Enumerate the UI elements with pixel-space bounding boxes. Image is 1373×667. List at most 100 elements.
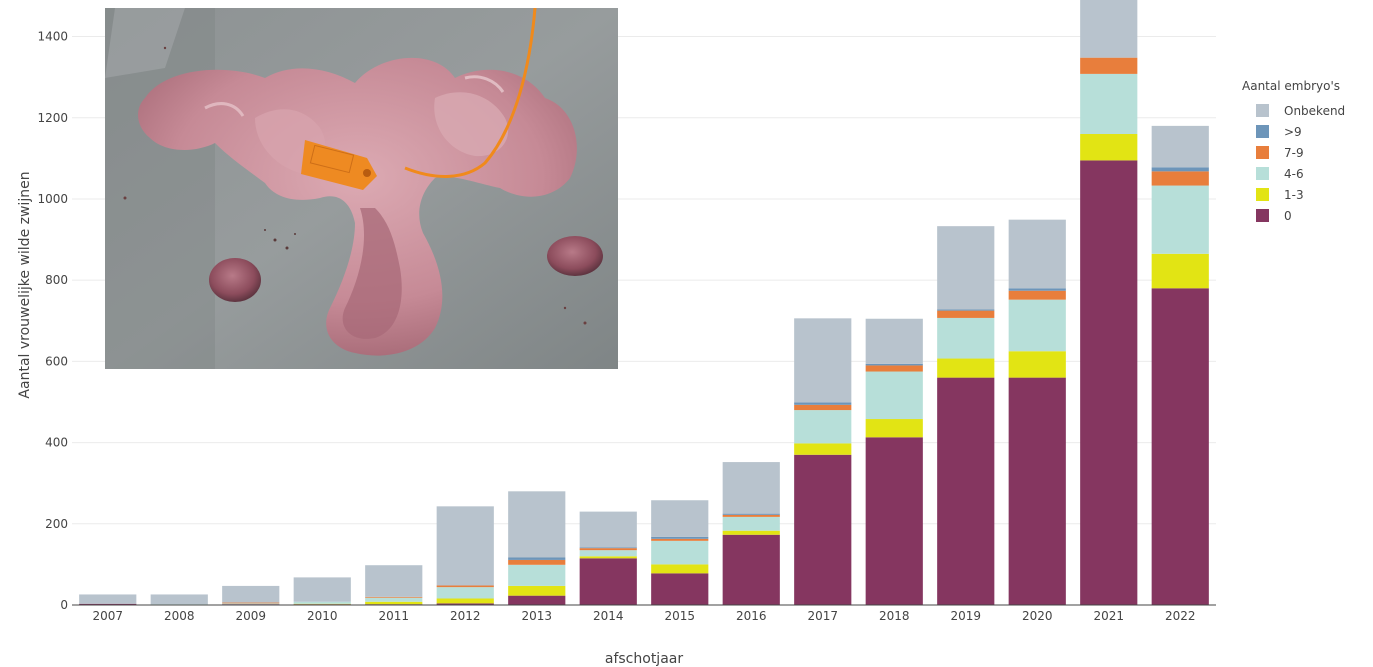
y-tick-label: 1400: [37, 30, 68, 44]
bar-segment: [293, 601, 351, 604]
x-axis-ticks: 2007 2008 2009 2010 2011 2012 2013 2014 2015 2016…: [92, 609, 1195, 623]
legend-label: 0: [1284, 209, 1292, 223]
bar-segment: [79, 603, 137, 605]
bar-segment: [865, 371, 923, 420]
bar-segment: [436, 506, 494, 586]
bar-segment: [79, 594, 137, 604]
bar-segment: [1151, 167, 1209, 172]
x-tick-label: 2018: [879, 609, 910, 623]
bar-segment: [150, 594, 208, 605]
legend-swatch: [1256, 146, 1269, 159]
bar-segment: [1008, 219, 1066, 289]
bar-segment: [794, 410, 852, 444]
bar-segment: [365, 597, 423, 602]
x-tick-label: 2020: [1022, 609, 1053, 623]
bar-segment: [1151, 288, 1209, 605]
bar-segment: [865, 365, 923, 372]
x-tick-label: 2015: [664, 609, 695, 623]
bar-segment: [937, 309, 995, 311]
bar-segment: [651, 573, 709, 605]
bar-segment: [1080, 133, 1138, 161]
bar-segment: [1151, 171, 1209, 186]
bar-segment: [937, 317, 995, 359]
bar-segment: [794, 402, 852, 405]
legend-swatch: [1256, 209, 1269, 222]
x-tick-label: 2013: [521, 609, 552, 623]
bar-segment: [722, 516, 780, 531]
legend-swatch: [1256, 125, 1269, 138]
bar-segment: [508, 559, 566, 565]
bar-segment: [865, 318, 923, 364]
bar-segment: [293, 577, 351, 602]
legend-label: 1-3: [1284, 188, 1304, 202]
bar-segment: [1080, 73, 1138, 134]
bar-segment: [222, 602, 280, 604]
y-tick-label: 0: [60, 598, 68, 612]
y-axis-title: Aantal vrouwelijke wilde zwijnen: [17, 171, 33, 398]
bar-segment: [579, 550, 637, 557]
x-tick-label: 2007: [92, 609, 123, 623]
bar-segment: [1151, 253, 1209, 289]
legend-label: Onbekend: [1284, 104, 1345, 118]
bar-segment: [1151, 125, 1209, 168]
y-tick-label: 200: [45, 517, 68, 531]
legend-title: Aantal embryo's: [1242, 79, 1340, 93]
legend-label: 4-6: [1284, 167, 1304, 181]
bar-segment: [1008, 288, 1066, 291]
x-tick-label: 2016: [736, 609, 767, 623]
bar-segment: [722, 514, 780, 517]
x-tick-label: 2008: [164, 609, 195, 623]
bar-segment: [579, 556, 637, 559]
y-tick-label: 1200: [37, 111, 68, 125]
x-tick-label: 2011: [378, 609, 409, 623]
x-tick-label: 2022: [1165, 609, 1196, 623]
legend-swatch: [1256, 104, 1269, 117]
legend-swatch: [1256, 188, 1269, 201]
bar-segment: [794, 318, 852, 403]
y-axis-ticks: 0 200 400 600 800 1000 1200 1400: [37, 30, 68, 612]
bar-segment: [1008, 290, 1066, 300]
bar-segment: [937, 226, 995, 310]
bar-segment: [579, 548, 637, 551]
x-axis-title: afschotjaar: [605, 651, 683, 667]
bar-segment: [222, 585, 280, 603]
legend-label: >9: [1284, 125, 1302, 139]
x-tick-label: 2017: [807, 609, 838, 623]
bar-segment: [722, 513, 780, 515]
y-tick-label: 600: [45, 354, 68, 368]
y-tick-label: 1000: [37, 192, 68, 206]
bar-segment: [436, 603, 494, 605]
legend-swatch: [1256, 167, 1269, 180]
bar-segment: [722, 534, 780, 605]
bar-segment: [365, 601, 423, 605]
bar-segment: [365, 596, 423, 598]
bars: [79, 0, 1209, 605]
x-tick-label: 2009: [235, 609, 266, 623]
y-tick-label: 800: [45, 273, 68, 287]
bar-segment: [1080, 160, 1138, 605]
bar-segment: [651, 500, 709, 537]
bar-segment: [865, 363, 923, 366]
bar-segment: [436, 587, 494, 599]
x-tick-label: 2012: [450, 609, 481, 623]
x-tick-label: 2019: [950, 609, 981, 623]
bar-segment: [1008, 351, 1066, 378]
bar-segment: [579, 558, 637, 605]
bar-segment: [937, 358, 995, 378]
bar-segment: [508, 595, 566, 605]
legend: Aantal embryo's Onbekend >9 7-9 4-6 1-3 0: [1242, 79, 1345, 223]
bar-segment: [508, 491, 566, 558]
bar-segment: [794, 443, 852, 455]
bar-segment: [1008, 299, 1066, 352]
bar-segment: [651, 540, 709, 565]
bar-segment: [508, 564, 566, 586]
bar-segment: [1151, 185, 1209, 254]
bar-segment: [794, 454, 852, 605]
bar-segment: [508, 557, 566, 560]
inset-photo: [105, 8, 618, 369]
bar-segment: [436, 598, 494, 604]
bar-segment: [1080, 0, 1138, 58]
bar-segment: [365, 565, 423, 597]
